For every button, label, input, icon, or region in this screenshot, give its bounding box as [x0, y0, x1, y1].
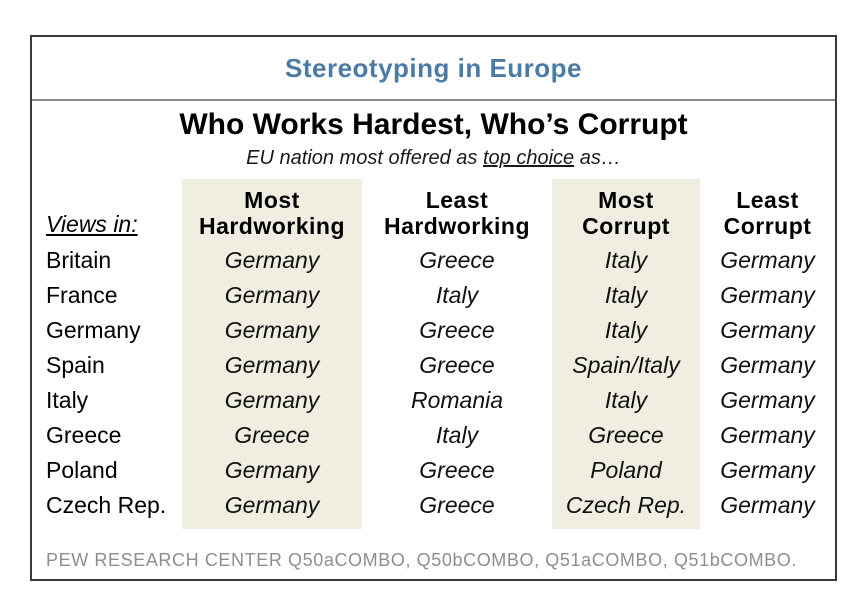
- country-cell: Czech Rep.: [46, 492, 167, 518]
- subtitle-prefix: EU nation most offered as: [246, 147, 483, 169]
- table-title: Who Works Hardest, Who’s Corrupt: [179, 108, 688, 141]
- value-cell: Greece: [419, 457, 495, 483]
- country-cell: Italy: [46, 387, 89, 413]
- value-cell: Germany: [720, 352, 815, 378]
- value-cell: Germany: [182, 348, 362, 383]
- spacer-cell: [552, 523, 700, 529]
- spacer-cell: [32, 523, 182, 529]
- country-cell: Poland: [46, 457, 118, 483]
- country-cell: Greece: [46, 422, 122, 448]
- report-title-bar: Stereotyping in Europe: [32, 37, 835, 101]
- value-cell: Germany: [182, 383, 362, 418]
- table-row: Italy Germany Romania Italy Germany: [32, 383, 835, 418]
- column-header-most-corrupt: Most Corrupt: [552, 179, 700, 243]
- spacer-cell: [362, 523, 552, 529]
- report-title: Stereotyping in Europe: [284, 52, 583, 83]
- value-cell: Romania: [410, 387, 504, 413]
- value-cell: Germany: [182, 278, 362, 313]
- column-header-most-hardworking: Most Hardworking: [182, 179, 362, 243]
- value-cell: Greece: [419, 317, 495, 343]
- column-header-least-corrupt: Least Corrupt: [723, 187, 812, 239]
- value-cell: Italy: [552, 278, 700, 313]
- spacer-cell: [182, 523, 362, 529]
- value-cell: Greece: [182, 418, 362, 453]
- value-cell: Germany: [182, 313, 362, 348]
- value-cell: Germany: [720, 247, 815, 273]
- value-cell: Italy: [552, 383, 700, 418]
- value-cell: Italy: [435, 282, 479, 308]
- country-cell: Britain: [46, 247, 112, 273]
- value-cell: Germany: [720, 387, 815, 413]
- header-row: Views in: Most Hardworking Least Hardwor…: [32, 179, 835, 243]
- table-row: Spain Germany Greece Spain/Italy Germany: [32, 348, 835, 383]
- stereotype-table: Views in: Most Hardworking Least Hardwor…: [32, 179, 835, 529]
- table-row: Britain Germany Greece Italy Germany: [32, 243, 835, 278]
- table-row: Czech Rep. Germany Greece Czech Rep. Ger…: [32, 488, 835, 523]
- country-cell: Germany: [46, 317, 141, 343]
- value-cell: Germany: [720, 282, 815, 308]
- spacer-row: [32, 523, 835, 529]
- value-cell: Germany: [720, 457, 815, 483]
- country-cell: Spain: [46, 352, 105, 378]
- value-cell: Germany: [182, 453, 362, 488]
- report-card: Stereotyping in Europe Who Works Hardest…: [30, 35, 837, 581]
- value-cell: Greece: [419, 247, 495, 273]
- table-subtitle: EU nation most offered as top choice as…: [32, 145, 835, 171]
- subtitle-suffix: as…: [574, 147, 621, 169]
- table-row: Greece Greece Italy Greece Germany: [32, 418, 835, 453]
- spacer-cell: [700, 523, 835, 529]
- value-cell: Germany: [720, 317, 815, 343]
- value-cell: Poland: [552, 453, 700, 488]
- value-cell: Italy: [552, 313, 700, 348]
- value-cell: Italy: [552, 243, 700, 278]
- value-cell: Czech Rep.: [552, 488, 700, 523]
- table-row: France Germany Italy Italy Germany: [32, 278, 835, 313]
- value-cell: Germany: [720, 422, 815, 448]
- table-row: Poland Germany Greece Poland Germany: [32, 453, 835, 488]
- value-cell: Greece: [419, 352, 495, 378]
- column-header-least-hardworking: Least Hardworking: [383, 187, 531, 239]
- views-in-label: Views in:: [46, 211, 138, 237]
- value-cell: Germany: [182, 243, 362, 278]
- value-cell: Spain/Italy: [552, 348, 700, 383]
- table-row: Germany Germany Greece Italy Germany: [32, 313, 835, 348]
- value-cell: Italy: [435, 422, 479, 448]
- value-cell: Germany: [182, 488, 362, 523]
- source-note: PEW RESEARCH CENTER Q50aCOMBO, Q50bCOMBO…: [46, 550, 797, 570]
- country-cell: France: [46, 282, 118, 308]
- value-cell: Greece: [552, 418, 700, 453]
- subtitle-underlined-phrase: top choice: [482, 147, 575, 169]
- value-cell: Germany: [720, 492, 815, 518]
- value-cell: Greece: [419, 492, 495, 518]
